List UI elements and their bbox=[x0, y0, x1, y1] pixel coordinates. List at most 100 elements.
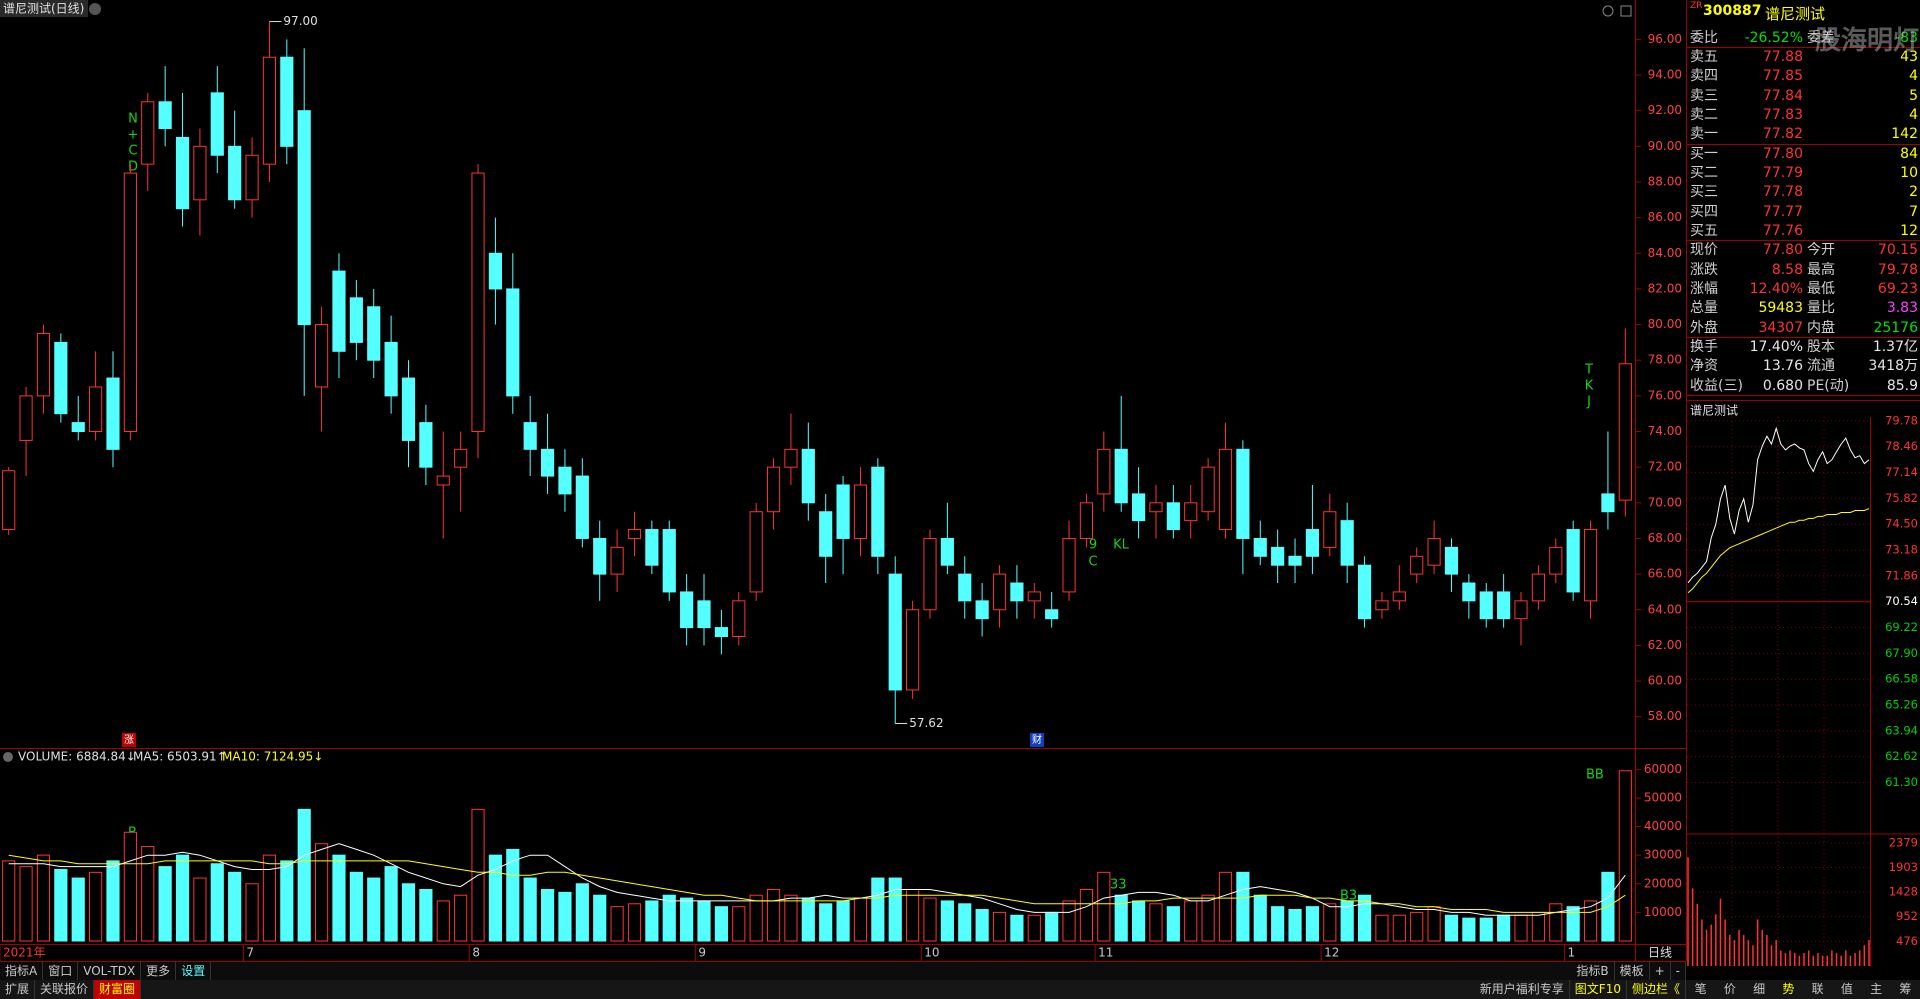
toolbar-button[interactable]: 设置 bbox=[176, 961, 212, 981]
candle-body bbox=[1479, 591, 1493, 620]
toolbar-button[interactable]: 财富圈 bbox=[94, 980, 142, 999]
volume-bar bbox=[1132, 900, 1146, 942]
volume-header: MA10: 7124.95↓ bbox=[222, 750, 323, 764]
row-separator bbox=[1687, 337, 1920, 339]
toolbar-button[interactable]: 指标A bbox=[0, 961, 44, 981]
volume-bar bbox=[488, 854, 502, 942]
toolbar-button[interactable]: 图文F10 bbox=[1570, 980, 1627, 999]
window-icon[interactable] bbox=[1620, 5, 1632, 17]
quote-row: 现价 77.80 今开 70.15 bbox=[1687, 241, 1920, 260]
volume-bar bbox=[158, 866, 172, 942]
quote-row: 涨幅 12.40% 最低 69.23 bbox=[1687, 280, 1920, 299]
toolbar-button[interactable]: 侧边栏《 bbox=[1627, 980, 1686, 999]
toolbar-button[interactable]: 势 bbox=[1782, 982, 1795, 996]
toolbar-button[interactable]: + bbox=[1650, 962, 1671, 981]
volume-bar bbox=[332, 854, 346, 942]
y-tick-label: 73.18 bbox=[1885, 543, 1918, 557]
candle-body bbox=[228, 145, 242, 201]
toolbar-button[interactable]: 价 bbox=[1723, 982, 1736, 996]
quote-row: 买三 77.78 2 bbox=[1687, 183, 1920, 202]
quote-row: 净资 13.76 流通 3418万 bbox=[1687, 357, 1920, 376]
signal: 33 bbox=[1110, 878, 1127, 893]
quote-label: 买三 bbox=[1690, 184, 1718, 201]
marker[interactable] bbox=[122, 733, 136, 747]
candle-body bbox=[906, 609, 920, 691]
quote-value: 77.77 bbox=[1762, 203, 1803, 220]
quote-row: 总量 59483 量比 3.83 bbox=[1687, 299, 1920, 318]
toolbar-button[interactable]: 关联报价 bbox=[35, 980, 95, 999]
toolbar-button[interactable]: 指标B bbox=[1571, 962, 1615, 981]
toolbar-button[interactable]: - bbox=[1671, 962, 1686, 981]
toolbar-button[interactable]: 模板 bbox=[1615, 962, 1650, 981]
y-tick-label: 82.00 bbox=[1648, 281, 1682, 295]
toolbar-button[interactable]: 细 bbox=[1753, 982, 1766, 996]
quote-row: 卖四 77.85 4 bbox=[1687, 67, 1920, 86]
candle-body bbox=[1549, 546, 1563, 575]
candle-body bbox=[1375, 600, 1389, 611]
volume-bar bbox=[853, 897, 868, 942]
window-icon[interactable] bbox=[1602, 5, 1614, 17]
toolbar-button[interactable]: 筹 bbox=[1899, 982, 1912, 996]
quote-label: 总量 bbox=[1690, 300, 1718, 317]
quote-value: 77.82 bbox=[1762, 126, 1803, 143]
signal: B3 bbox=[1340, 889, 1357, 904]
volume-bar bbox=[1201, 894, 1215, 942]
quote-label: 换手 bbox=[1690, 339, 1718, 356]
toolbar-button[interactable]: 主 bbox=[1870, 982, 1883, 996]
y-tick-label: 62.00 bbox=[1648, 638, 1682, 652]
toolbar-button[interactable]: VOL-TDX bbox=[78, 961, 142, 981]
x-tick-label: 1 bbox=[1567, 946, 1575, 960]
volume-bar bbox=[210, 863, 224, 942]
kline-window: 谱尼测试(日线) N + C D T K J 9 C KL 涨 财 VOLUME… bbox=[0, 0, 1686, 961]
volume-bar bbox=[1166, 906, 1180, 942]
quote-label: 委比 bbox=[1690, 29, 1718, 46]
candle-body bbox=[280, 56, 294, 147]
x-tick-label: 8 bbox=[472, 946, 480, 960]
y-tick-label: 77.14 bbox=[1885, 465, 1918, 479]
y-tick-label: 10000 bbox=[1644, 905, 1682, 919]
marker[interactable] bbox=[1030, 733, 1044, 747]
toolbar-button[interactable]: 更多 bbox=[141, 961, 177, 981]
quote-value: 4 bbox=[1909, 106, 1918, 123]
volume-bar bbox=[593, 894, 607, 942]
quote-value: 70.15 bbox=[1877, 242, 1918, 259]
candle-body bbox=[488, 252, 502, 290]
volume-bar bbox=[54, 868, 68, 942]
volume-bar bbox=[1410, 911, 1424, 942]
quote-row: 卖五 77.88 43 bbox=[1687, 48, 1920, 67]
quote-value: 12 bbox=[1900, 223, 1918, 239]
quote-value: 77.80 bbox=[1762, 145, 1803, 162]
volume-bar bbox=[1479, 917, 1493, 942]
volume-bar bbox=[732, 906, 746, 942]
toolbar-button[interactable]: 联 bbox=[1811, 982, 1824, 996]
volume-bar bbox=[349, 871, 363, 942]
volume-bar bbox=[923, 897, 937, 942]
quote-label: 流通 bbox=[1807, 358, 1835, 375]
volume-bar bbox=[19, 866, 33, 942]
dropdown-icon[interactable] bbox=[89, 3, 101, 15]
stock-code: 300887 bbox=[1703, 3, 1762, 19]
volume-bar bbox=[1027, 914, 1041, 942]
stock-name: 谱尼测试 bbox=[1765, 5, 1826, 23]
candle-body bbox=[975, 600, 989, 620]
toolbar-button[interactable]: 窗口 bbox=[43, 961, 79, 981]
title-chip bbox=[0, 0, 88, 17]
volume-bar bbox=[992, 911, 1007, 942]
row-separator bbox=[1687, 395, 1920, 397]
toolbar-button[interactable]: 新用户福利专享 bbox=[1475, 980, 1570, 999]
toolbar-button[interactable]: 笔 bbox=[1694, 982, 1707, 996]
panel-icon[interactable] bbox=[3, 752, 13, 762]
volume-bar bbox=[89, 871, 103, 942]
quote-label: 卖二 bbox=[1690, 106, 1718, 123]
quote-label: 买二 bbox=[1690, 164, 1718, 181]
volume-bar bbox=[1184, 900, 1198, 942]
toolbar-button[interactable]: 值 bbox=[1840, 982, 1853, 996]
candle-body bbox=[1531, 573, 1545, 602]
period-label[interactable]: 日线 bbox=[1648, 946, 1672, 960]
x-tick-label: 11 bbox=[1098, 946, 1113, 960]
volume-bar bbox=[454, 894, 468, 942]
y-tick-label: 74.50 bbox=[1885, 517, 1918, 531]
candle-body bbox=[1097, 448, 1111, 495]
candle-body bbox=[419, 422, 433, 468]
toolbar-button[interactable]: 扩展 bbox=[0, 980, 36, 999]
